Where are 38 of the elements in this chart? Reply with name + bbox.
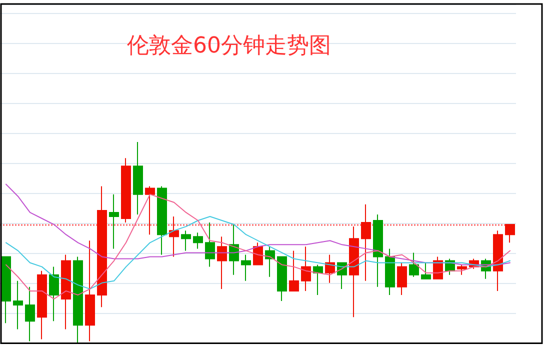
candlestick bbox=[193, 232, 203, 250]
candlestick bbox=[373, 214, 383, 288]
candlestick bbox=[13, 280, 23, 330]
candlestick bbox=[73, 256, 83, 344]
candlestick bbox=[325, 254, 335, 284]
candlestick bbox=[133, 142, 143, 215]
candlestick bbox=[361, 204, 371, 282]
candlestick bbox=[277, 256, 287, 302]
candlestick bbox=[505, 224, 515, 244]
candlestick bbox=[37, 270, 47, 340]
candlestick bbox=[97, 186, 107, 308]
candlestick bbox=[169, 216, 179, 258]
candlestick bbox=[457, 264, 467, 276]
candlestick bbox=[145, 186, 155, 236]
candlestick bbox=[241, 254, 251, 282]
candlestick bbox=[1, 256, 11, 324]
candlestick bbox=[217, 236, 227, 290]
candlestick bbox=[349, 226, 359, 318]
candlestick bbox=[301, 246, 311, 292]
candlestick bbox=[49, 266, 59, 322]
candlestick bbox=[25, 286, 35, 342]
candlestick bbox=[385, 248, 395, 296]
candlestick bbox=[409, 252, 419, 278]
candlestick bbox=[289, 250, 299, 292]
candlestick bbox=[253, 242, 263, 266]
candlestick bbox=[61, 254, 71, 330]
candlestick bbox=[313, 264, 323, 296]
candlestick bbox=[493, 230, 503, 292]
candlestick bbox=[157, 186, 167, 256]
candlestick bbox=[85, 240, 95, 342]
candlestick bbox=[421, 262, 431, 280]
candlestick bbox=[265, 246, 275, 278]
chart-title: 伦敦金60分钟走势图 bbox=[127, 34, 331, 58]
candlestick bbox=[109, 194, 119, 250]
candlestick bbox=[121, 158, 131, 224]
candlestick bbox=[397, 262, 407, 296]
candlestick bbox=[181, 230, 191, 252]
candlestick bbox=[205, 222, 215, 268]
